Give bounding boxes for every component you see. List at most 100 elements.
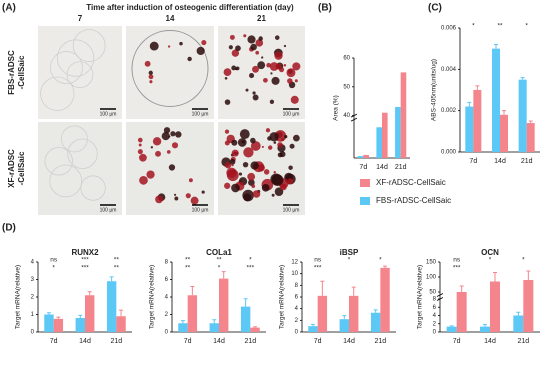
bar xyxy=(308,326,318,332)
bar xyxy=(446,326,457,332)
stain xyxy=(228,45,233,50)
spheroid xyxy=(44,147,73,176)
y-tick-label: 4 xyxy=(165,295,169,301)
x-tick-label: 14d xyxy=(343,338,355,345)
x-tick-label: 21d xyxy=(374,338,386,345)
stain xyxy=(243,147,254,158)
bar xyxy=(473,90,482,152)
significance: *** xyxy=(453,265,461,272)
micrograph xyxy=(38,26,122,119)
stain xyxy=(277,142,283,148)
stain xyxy=(170,131,176,137)
y-tick-label: 40 xyxy=(343,113,350,119)
stain xyxy=(168,135,171,138)
error-bar xyxy=(449,325,454,327)
stain xyxy=(255,50,260,55)
x-tick-label: 14d xyxy=(376,164,388,171)
scale-bar-label: 100 µm xyxy=(100,207,117,213)
stain xyxy=(250,137,256,144)
y-axis-label: Area (%) xyxy=(333,95,340,121)
x-tick-label: 21d xyxy=(110,338,122,345)
x-tick-label: 21d xyxy=(517,338,529,345)
error-bar xyxy=(180,320,185,324)
stain xyxy=(288,165,293,170)
significance: ns xyxy=(453,257,461,264)
stain xyxy=(235,66,240,71)
error-bar xyxy=(78,314,83,318)
stain xyxy=(148,70,153,75)
spheroid xyxy=(66,61,94,88)
stain xyxy=(245,88,249,92)
y-tick-label: 12 xyxy=(291,260,298,266)
scale-bar-label: 100 µm xyxy=(283,111,300,117)
stain xyxy=(290,95,299,104)
significance: ** xyxy=(185,265,191,272)
stain xyxy=(274,35,280,40)
y-tick-label: 50 xyxy=(343,84,350,90)
stain xyxy=(231,65,237,71)
stain xyxy=(152,137,162,146)
stain xyxy=(274,51,283,60)
y-tick-label: 4 xyxy=(31,260,35,266)
stain xyxy=(239,129,250,140)
stain xyxy=(231,183,240,193)
stain xyxy=(224,129,230,134)
bar xyxy=(240,306,251,332)
spheroid xyxy=(49,164,83,198)
error-bar xyxy=(475,85,480,90)
stain xyxy=(137,149,143,155)
x-tick-label: 14d xyxy=(484,338,496,345)
stain xyxy=(287,78,293,84)
stain xyxy=(229,34,235,40)
error-bar xyxy=(528,120,533,124)
column-label: 21 xyxy=(257,14,266,23)
significance: * xyxy=(522,257,525,264)
error-bar xyxy=(46,312,51,315)
y-tick-label: 8 xyxy=(433,297,437,303)
stain xyxy=(273,141,277,144)
stain xyxy=(261,56,264,59)
stain xyxy=(274,187,284,196)
error-bar xyxy=(516,311,521,316)
y-tick-label: 0.000 xyxy=(441,150,457,156)
bar xyxy=(178,323,188,332)
stain xyxy=(224,99,231,105)
y-tick-label: 150 xyxy=(426,260,437,266)
stain xyxy=(250,141,261,151)
panel-label: (C) xyxy=(428,3,442,14)
stain xyxy=(271,193,275,197)
error-bar xyxy=(320,280,325,296)
y-tick-label: 8 xyxy=(295,283,299,289)
stain xyxy=(144,60,151,67)
error-bar xyxy=(243,298,248,307)
y-tick-label: 3 xyxy=(31,277,35,283)
error-bar xyxy=(467,101,472,107)
stain xyxy=(238,172,243,176)
stain xyxy=(224,77,228,80)
error-bar xyxy=(459,285,464,292)
y-tick-label: 0.002 xyxy=(441,108,457,114)
error-bar xyxy=(109,276,114,282)
stain xyxy=(175,131,182,138)
stain xyxy=(146,170,155,179)
stain xyxy=(223,68,232,77)
bar xyxy=(456,292,467,332)
stain xyxy=(247,172,256,181)
y-tick-label: 2 xyxy=(295,318,299,324)
legend-swatch xyxy=(360,179,370,187)
stain xyxy=(149,80,153,84)
chart-title: RUNX2 xyxy=(71,248,99,257)
stain xyxy=(161,132,170,141)
scale-bar-label: 100 µm xyxy=(283,207,300,213)
error-bar xyxy=(526,270,531,280)
significance: * xyxy=(348,257,351,264)
bar xyxy=(395,106,401,158)
stain xyxy=(257,61,266,70)
scale-bar-label: 100 µm xyxy=(192,111,209,117)
stain xyxy=(138,143,142,147)
stain xyxy=(179,41,183,46)
y-tick-label: 4 xyxy=(433,313,437,319)
y-tick-label: 0 xyxy=(31,330,35,336)
significance: *** xyxy=(81,265,89,272)
